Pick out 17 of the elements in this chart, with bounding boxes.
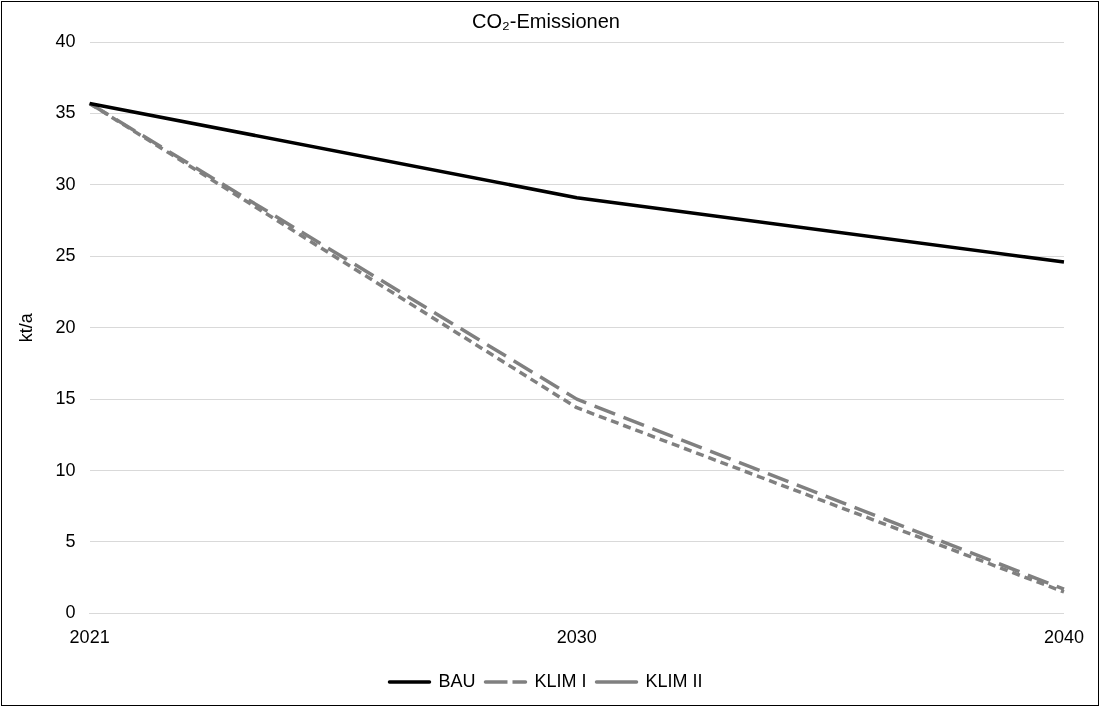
y-axis-title: kt/a xyxy=(15,312,36,343)
y-tick-label: 40 xyxy=(55,30,76,51)
y-tick-label: 35 xyxy=(55,102,76,123)
y-tick-label: 25 xyxy=(55,245,76,266)
y-tick-label: 15 xyxy=(55,388,76,409)
y-tick-label: 20 xyxy=(55,316,76,337)
legend-label: BAU xyxy=(438,670,476,691)
y-tick-label: 30 xyxy=(55,173,76,194)
legend-label: KLIM II xyxy=(645,670,703,691)
y-tick-label: 5 xyxy=(65,530,76,551)
x-tick-label: 2040 xyxy=(1043,627,1084,648)
legend-label: KLIM I xyxy=(534,670,587,691)
x-tick-label: 2030 xyxy=(556,627,597,648)
chart-title: CO₂-Emissionen xyxy=(472,9,620,32)
x-tick-label: 2021 xyxy=(69,627,110,648)
y-tick-label: 0 xyxy=(65,602,76,623)
y-tick-label: 10 xyxy=(55,459,76,480)
